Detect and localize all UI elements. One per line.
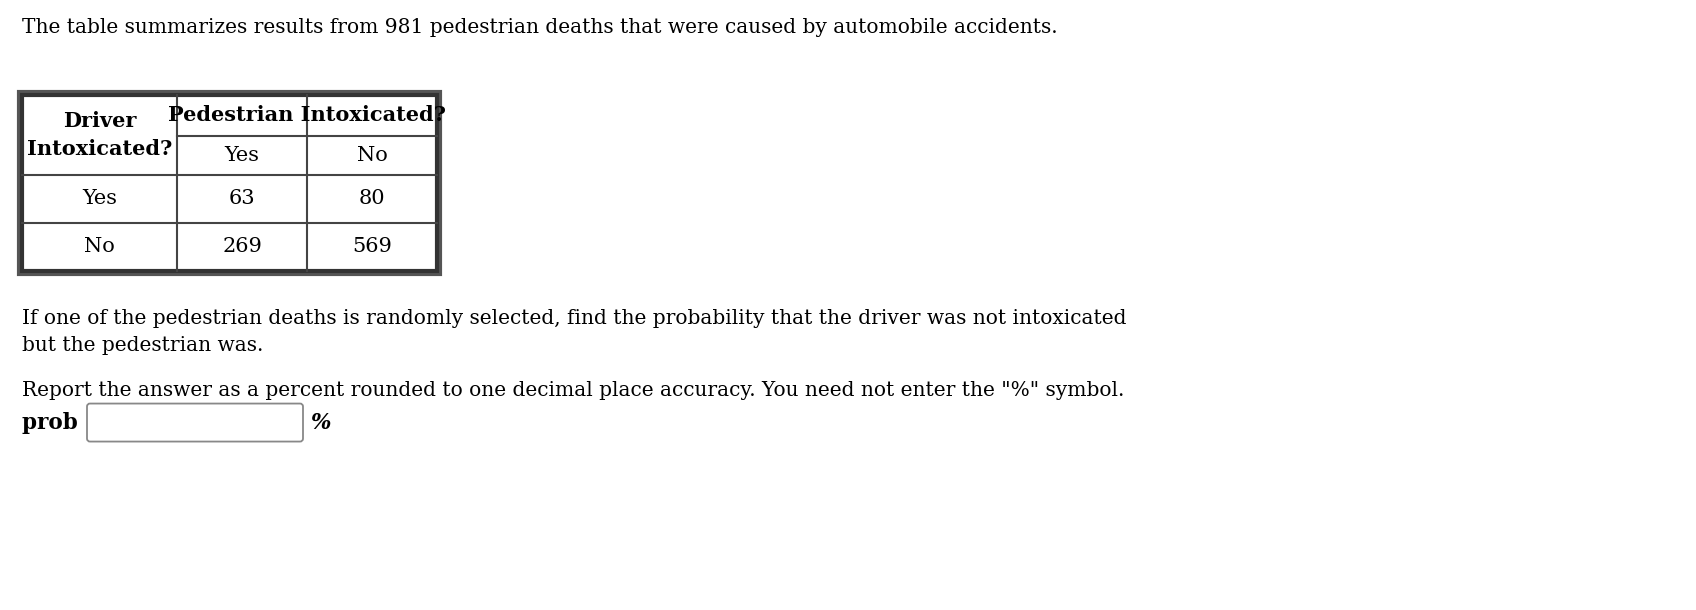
Text: prob =: prob = <box>22 412 103 434</box>
Text: The table summarizes results from 981 pedestrian deaths that were caused by auto: The table summarizes results from 981 pe… <box>22 18 1058 37</box>
Text: Yes: Yes <box>81 189 117 208</box>
Text: Pedestrian Intoxicated?: Pedestrian Intoxicated? <box>168 106 446 125</box>
Text: If one of the pedestrian deaths is randomly selected, find the probability that : If one of the pedestrian deaths is rando… <box>22 309 1126 355</box>
Text: No: No <box>356 146 387 165</box>
Text: Intoxicated?: Intoxicated? <box>27 138 173 159</box>
Text: No: No <box>85 237 115 256</box>
Text: %: % <box>310 412 331 434</box>
Bar <box>22 95 438 271</box>
Text: Driver: Driver <box>63 110 136 131</box>
FancyBboxPatch shape <box>86 404 304 442</box>
Text: Yes: Yes <box>224 146 259 165</box>
Text: 569: 569 <box>353 237 392 256</box>
Text: Report the answer as a percent rounded to one decimal place accuracy. You need n: Report the answer as a percent rounded t… <box>22 381 1124 400</box>
Text: 80: 80 <box>358 189 385 208</box>
Bar <box>19 92 439 273</box>
Text: 269: 269 <box>222 237 261 256</box>
Text: 63: 63 <box>229 189 256 208</box>
